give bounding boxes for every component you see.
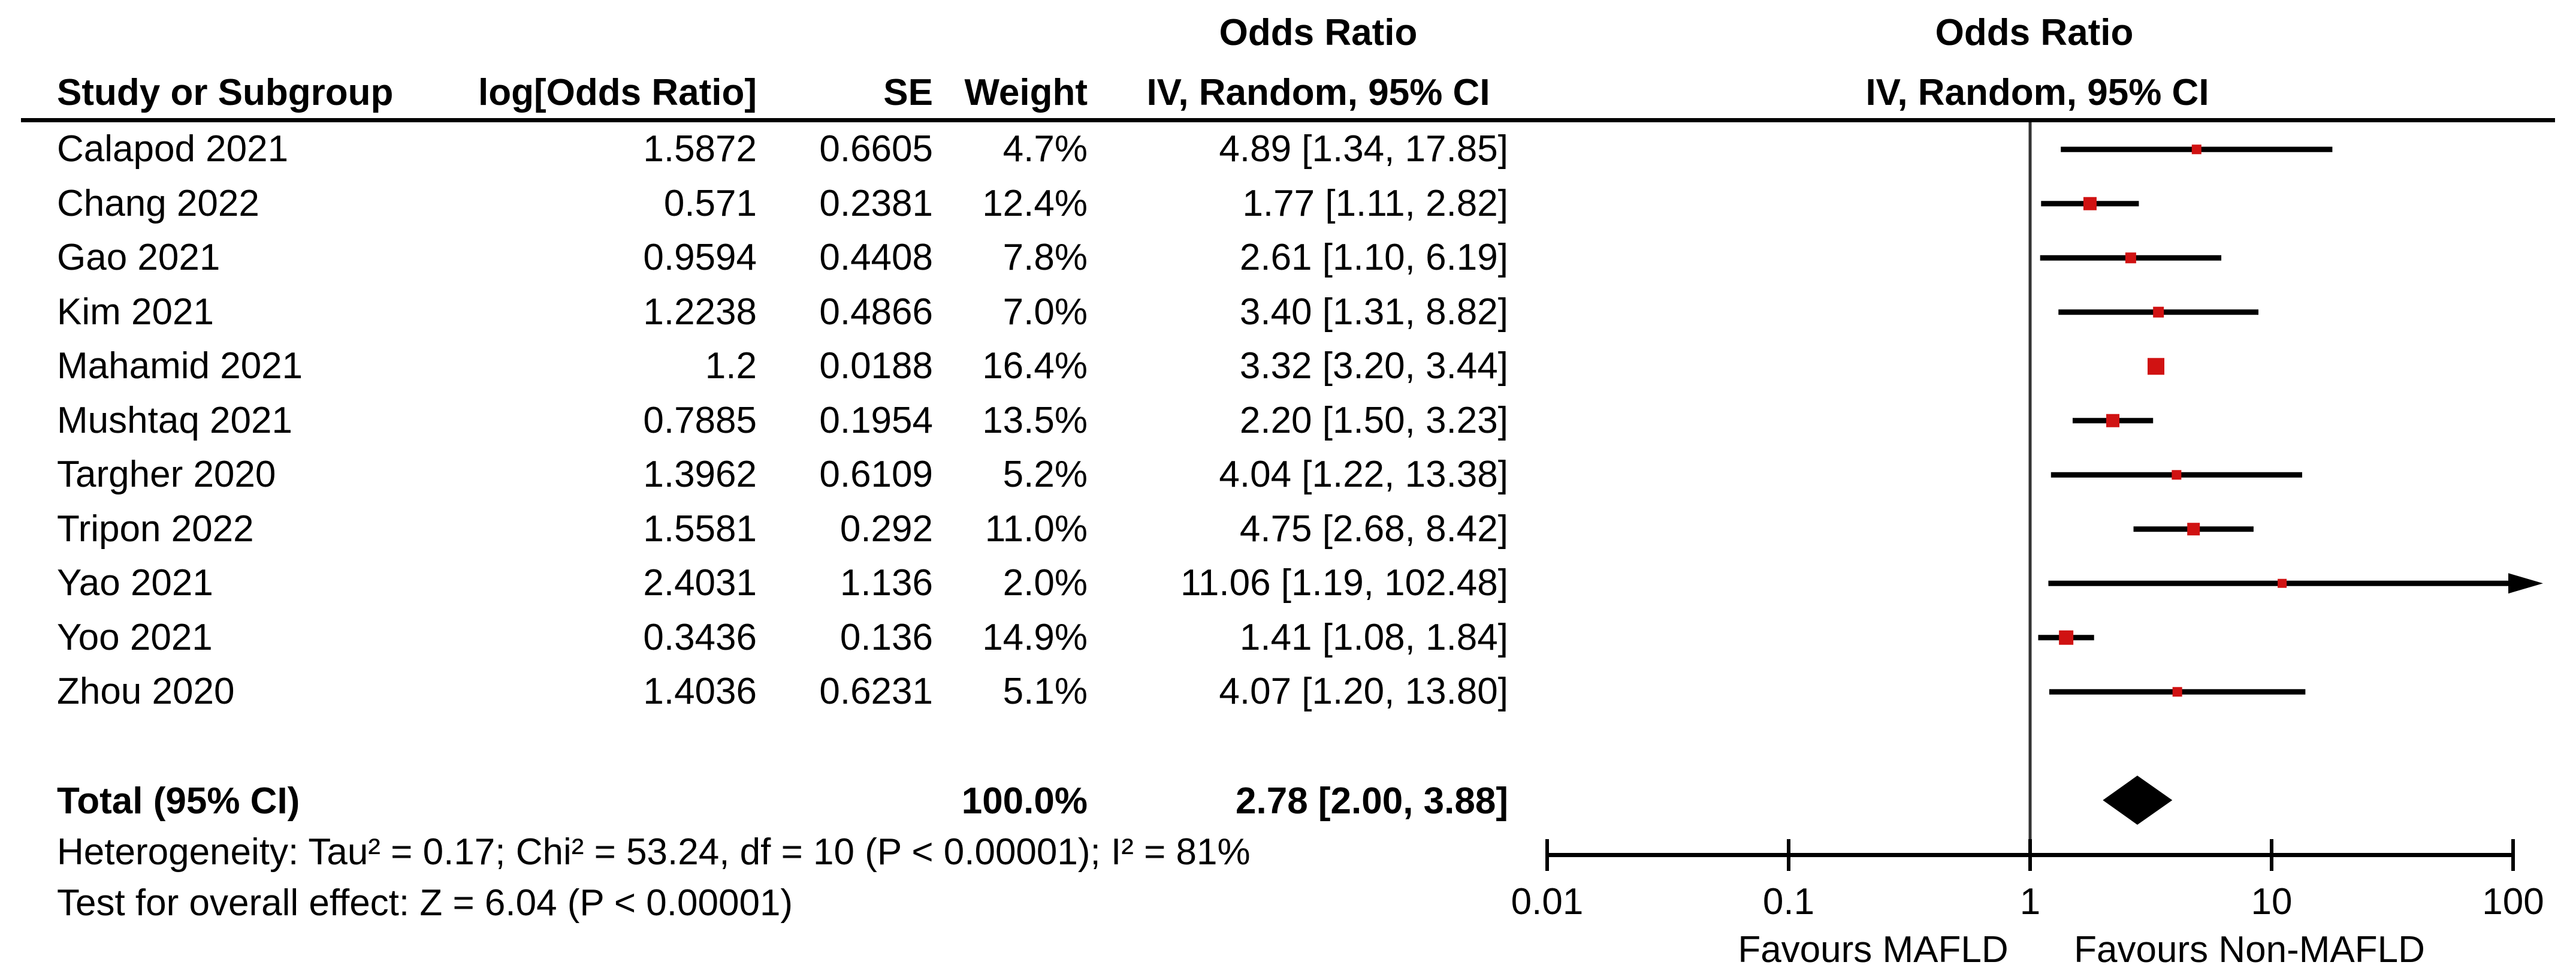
study-log-or: 1.4036 <box>643 671 757 712</box>
study-se: 0.136 <box>839 616 933 658</box>
total-or-ci: 2.78 [2.00, 3.88] <box>1236 780 1508 822</box>
plot-method-ci-header: IV, Random, 95% CI <box>1865 72 2209 113</box>
study-se: 0.292 <box>839 508 933 550</box>
study-weight: 14.9% <box>982 616 1088 658</box>
study-row: Calapod 2021 1.5872 0.6605 4.7% 4.89 [1.… <box>0 122 2576 177</box>
study-name: Kim 2021 <box>57 291 214 333</box>
study-row: Targher 2020 1.3962 0.6109 5.2% 4.04 [1.… <box>0 448 2576 502</box>
study-weight: 11.0% <box>985 508 1088 550</box>
study-name: Calapod 2021 <box>57 128 289 170</box>
study-name: Yoo 2021 <box>57 616 213 658</box>
study-or-ci: 3.32 [3.20, 3.44] <box>1239 345 1508 387</box>
study-log-or: 1.2 <box>705 345 757 387</box>
study-se: 0.6109 <box>819 454 933 495</box>
study-se: 0.6231 <box>819 671 933 712</box>
plot-odds-ratio-header: Odds Ratio <box>1935 12 2134 53</box>
study-log-or: 1.2238 <box>643 291 757 333</box>
study-row: Yoo 2021 0.3436 0.136 14.9% 1.41 [1.08, … <box>0 611 2576 665</box>
study-or-ci: 1.41 [1.08, 1.84] <box>1239 616 1508 658</box>
study-or-ci: 4.07 [1.20, 13.80] <box>1219 671 1508 712</box>
weight-column-header: Weight <box>964 72 1088 113</box>
study-log-or: 2.4031 <box>643 562 757 604</box>
se-column-header: SE <box>883 72 933 113</box>
study-table: Calapod 2021 1.5872 0.6605 4.7% 4.89 [1.… <box>0 122 2576 828</box>
heterogeneity-stats: Heterogeneity: Tau² = 0.17; Chi² = 53.24… <box>57 831 1251 873</box>
study-weight: 12.4% <box>982 182 1088 224</box>
study-row: Gao 2021 0.9594 0.4408 7.8% 2.61 [1.10, … <box>0 231 2576 285</box>
study-or-ci: 11.06 [1.19, 102.48] <box>1180 562 1508 604</box>
study-se: 0.4866 <box>819 291 933 333</box>
study-log-or: 0.7885 <box>643 399 757 441</box>
study-or-ci: 4.04 [1.22, 13.38] <box>1219 454 1508 495</box>
x-axis-tick <box>1545 839 1549 871</box>
study-se: 0.4408 <box>819 237 933 278</box>
axis-tick-label: 10 <box>2251 881 2293 922</box>
study-log-or: 1.5872 <box>643 128 757 170</box>
study-name: Zhou 2020 <box>57 671 235 712</box>
study-weight: 4.7% <box>1002 128 1088 170</box>
stat-odds-ratio-header: Odds Ratio <box>1219 12 1418 53</box>
study-name: Gao 2021 <box>57 237 221 278</box>
study-weight: 5.2% <box>1002 454 1088 495</box>
study-weight: 5.1% <box>1002 671 1088 712</box>
study-name: Mahamid 2021 <box>57 345 303 387</box>
study-se: 0.2381 <box>819 182 933 224</box>
study-se: 0.1954 <box>819 399 933 441</box>
study-log-or: 0.3436 <box>643 616 757 658</box>
study-row: Tripon 2022 1.5581 0.292 11.0% 4.75 [2.6… <box>0 502 2576 557</box>
study-row: Kim 2021 1.2238 0.4866 7.0% 3.40 [1.31, … <box>0 285 2576 340</box>
axis-tick-label: 1 <box>2019 881 2041 922</box>
study-log-or: 0.9594 <box>643 237 757 278</box>
overall-effect-test: Test for overall effect: Z = 6.04 (P < 0… <box>57 882 793 924</box>
study-weight: 7.0% <box>1002 291 1088 333</box>
study-or-ci: 4.89 [1.34, 17.85] <box>1219 128 1508 170</box>
axis-tick-label: 0.01 <box>1511 881 1584 922</box>
x-axis-tick <box>2511 839 2515 871</box>
study-name: Targher 2020 <box>57 454 276 495</box>
study-or-ci: 4.75 [2.68, 8.42] <box>1239 508 1508 550</box>
study-se: 1.136 <box>839 562 933 604</box>
study-row: Mahamid 2021 1.2 0.0188 16.4% 3.32 [3.20… <box>0 339 2576 394</box>
study-or-ci: 2.20 [1.50, 3.23] <box>1239 399 1508 441</box>
study-or-ci: 3.40 [1.31, 8.82] <box>1239 291 1508 333</box>
stat-method-ci-header: IV, Random, 95% CI <box>1146 72 1490 113</box>
study-log-or: 0.571 <box>663 182 757 224</box>
x-axis-tick <box>2270 839 2273 871</box>
total-label: Total (95% CI) <box>57 780 300 822</box>
study-row: Chang 2022 0.571 0.2381 12.4% 1.77 [1.11… <box>0 177 2576 231</box>
study-row: Yao 2021 2.4031 1.136 2.0% 11.06 [1.19, … <box>0 556 2576 611</box>
study-or-ci: 2.61 [1.10, 6.19] <box>1239 237 1508 278</box>
study-name: Yao 2021 <box>57 562 213 604</box>
axis-tick-label: 0.1 <box>1762 881 1815 922</box>
log-odds-ratio-column-header: log[Odds Ratio] <box>478 72 757 113</box>
total-row: Total (95% CI) 100.0% 2.78 [2.00, 3.88] <box>0 774 2576 829</box>
study-weight: 2.0% <box>1002 562 1088 604</box>
favours-left-label: Favours MAFLD <box>1738 929 2009 970</box>
study-or-ci: 1.77 [1.11, 2.82] <box>1242 182 1508 224</box>
study-weight: 7.8% <box>1002 237 1088 278</box>
x-axis-tick <box>2028 839 2032 871</box>
study-column-header: Study or Subgroup <box>57 72 394 113</box>
study-log-or: 1.3962 <box>643 454 757 495</box>
study-se: 0.0188 <box>819 345 933 387</box>
header-separator-line <box>21 118 2555 122</box>
study-log-or: 1.5581 <box>643 508 757 550</box>
study-name: Mushtaq 2021 <box>57 399 292 441</box>
study-weight: 16.4% <box>982 345 1088 387</box>
study-se: 0.6605 <box>819 128 933 170</box>
study-weight: 13.5% <box>982 399 1088 441</box>
x-axis-tick <box>1787 839 1790 871</box>
axis-tick-label: 100 <box>2482 881 2544 922</box>
x-axis-line <box>1547 853 2513 857</box>
favours-right-label: Favours Non-MAFLD <box>2074 929 2425 970</box>
study-name: Chang 2022 <box>57 182 259 224</box>
study-name: Tripon 2022 <box>57 508 254 550</box>
total-weight: 100.0% <box>961 780 1088 822</box>
study-row: Mushtaq 2021 0.7885 0.1954 13.5% 2.20 [1… <box>0 394 2576 448</box>
study-row: Zhou 2020 1.4036 0.6231 5.1% 4.07 [1.20,… <box>0 665 2576 719</box>
